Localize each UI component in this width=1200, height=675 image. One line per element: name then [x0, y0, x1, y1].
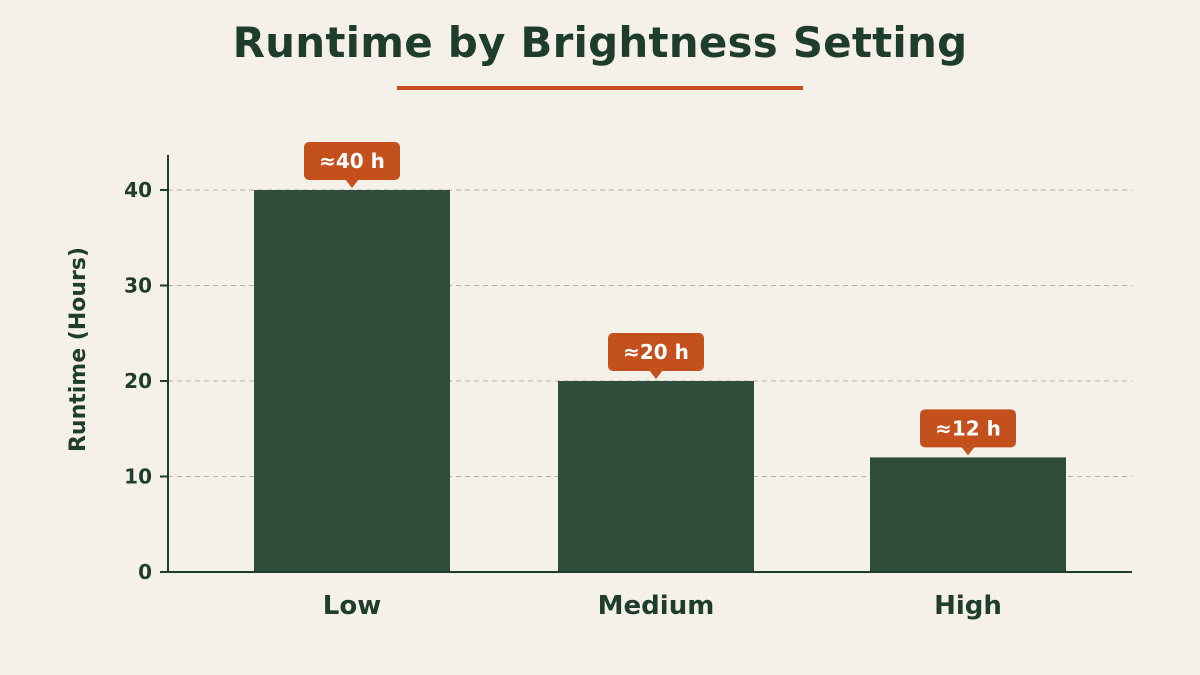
- chart-title: Runtime by Brightness Setting: [232, 18, 968, 67]
- x-tick-label: Low: [323, 591, 381, 621]
- x-tick-label: High: [934, 591, 1002, 621]
- y-axis-label: Runtime (Hours): [66, 247, 91, 452]
- y-tick-label: 20: [124, 369, 152, 393]
- axes-layer: [167, 155, 1132, 573]
- bar-low: [254, 190, 450, 572]
- bar-medium: [558, 381, 754, 572]
- data-label-box: [608, 333, 704, 371]
- data-labels: ≈40 h ≈20 h ≈12 h: [304, 142, 1016, 456]
- y-tick-label: 40: [124, 178, 152, 202]
- y-tick-label: 10: [124, 465, 152, 489]
- y-tick-label: 30: [124, 274, 152, 298]
- data-label-pointer: [649, 370, 663, 379]
- bar-high: [870, 457, 1066, 572]
- bars-layer: [254, 190, 1066, 572]
- data-label-text: ≈40 h: [319, 149, 385, 173]
- data-label-text: ≈12 h: [935, 416, 1001, 440]
- data-label-callout: ≈20 h: [608, 333, 704, 379]
- y-ticks: 0 10 20 30 40: [124, 178, 168, 584]
- title-underline: [397, 86, 803, 90]
- data-label-text: ≈20 h: [623, 340, 689, 364]
- data-label-callout: ≈40 h: [304, 142, 400, 188]
- x-tick-label: Medium: [598, 591, 715, 621]
- data-label-pointer: [961, 446, 975, 456]
- data-label-callout: ≈12 h: [920, 409, 1016, 456]
- data-label-box: [304, 142, 400, 180]
- data-label-box: [920, 409, 1016, 448]
- y-tick-label: 0: [138, 560, 152, 584]
- data-label-pointer: [345, 179, 359, 188]
- x-tick-labels: Low Medium High: [323, 591, 1002, 621]
